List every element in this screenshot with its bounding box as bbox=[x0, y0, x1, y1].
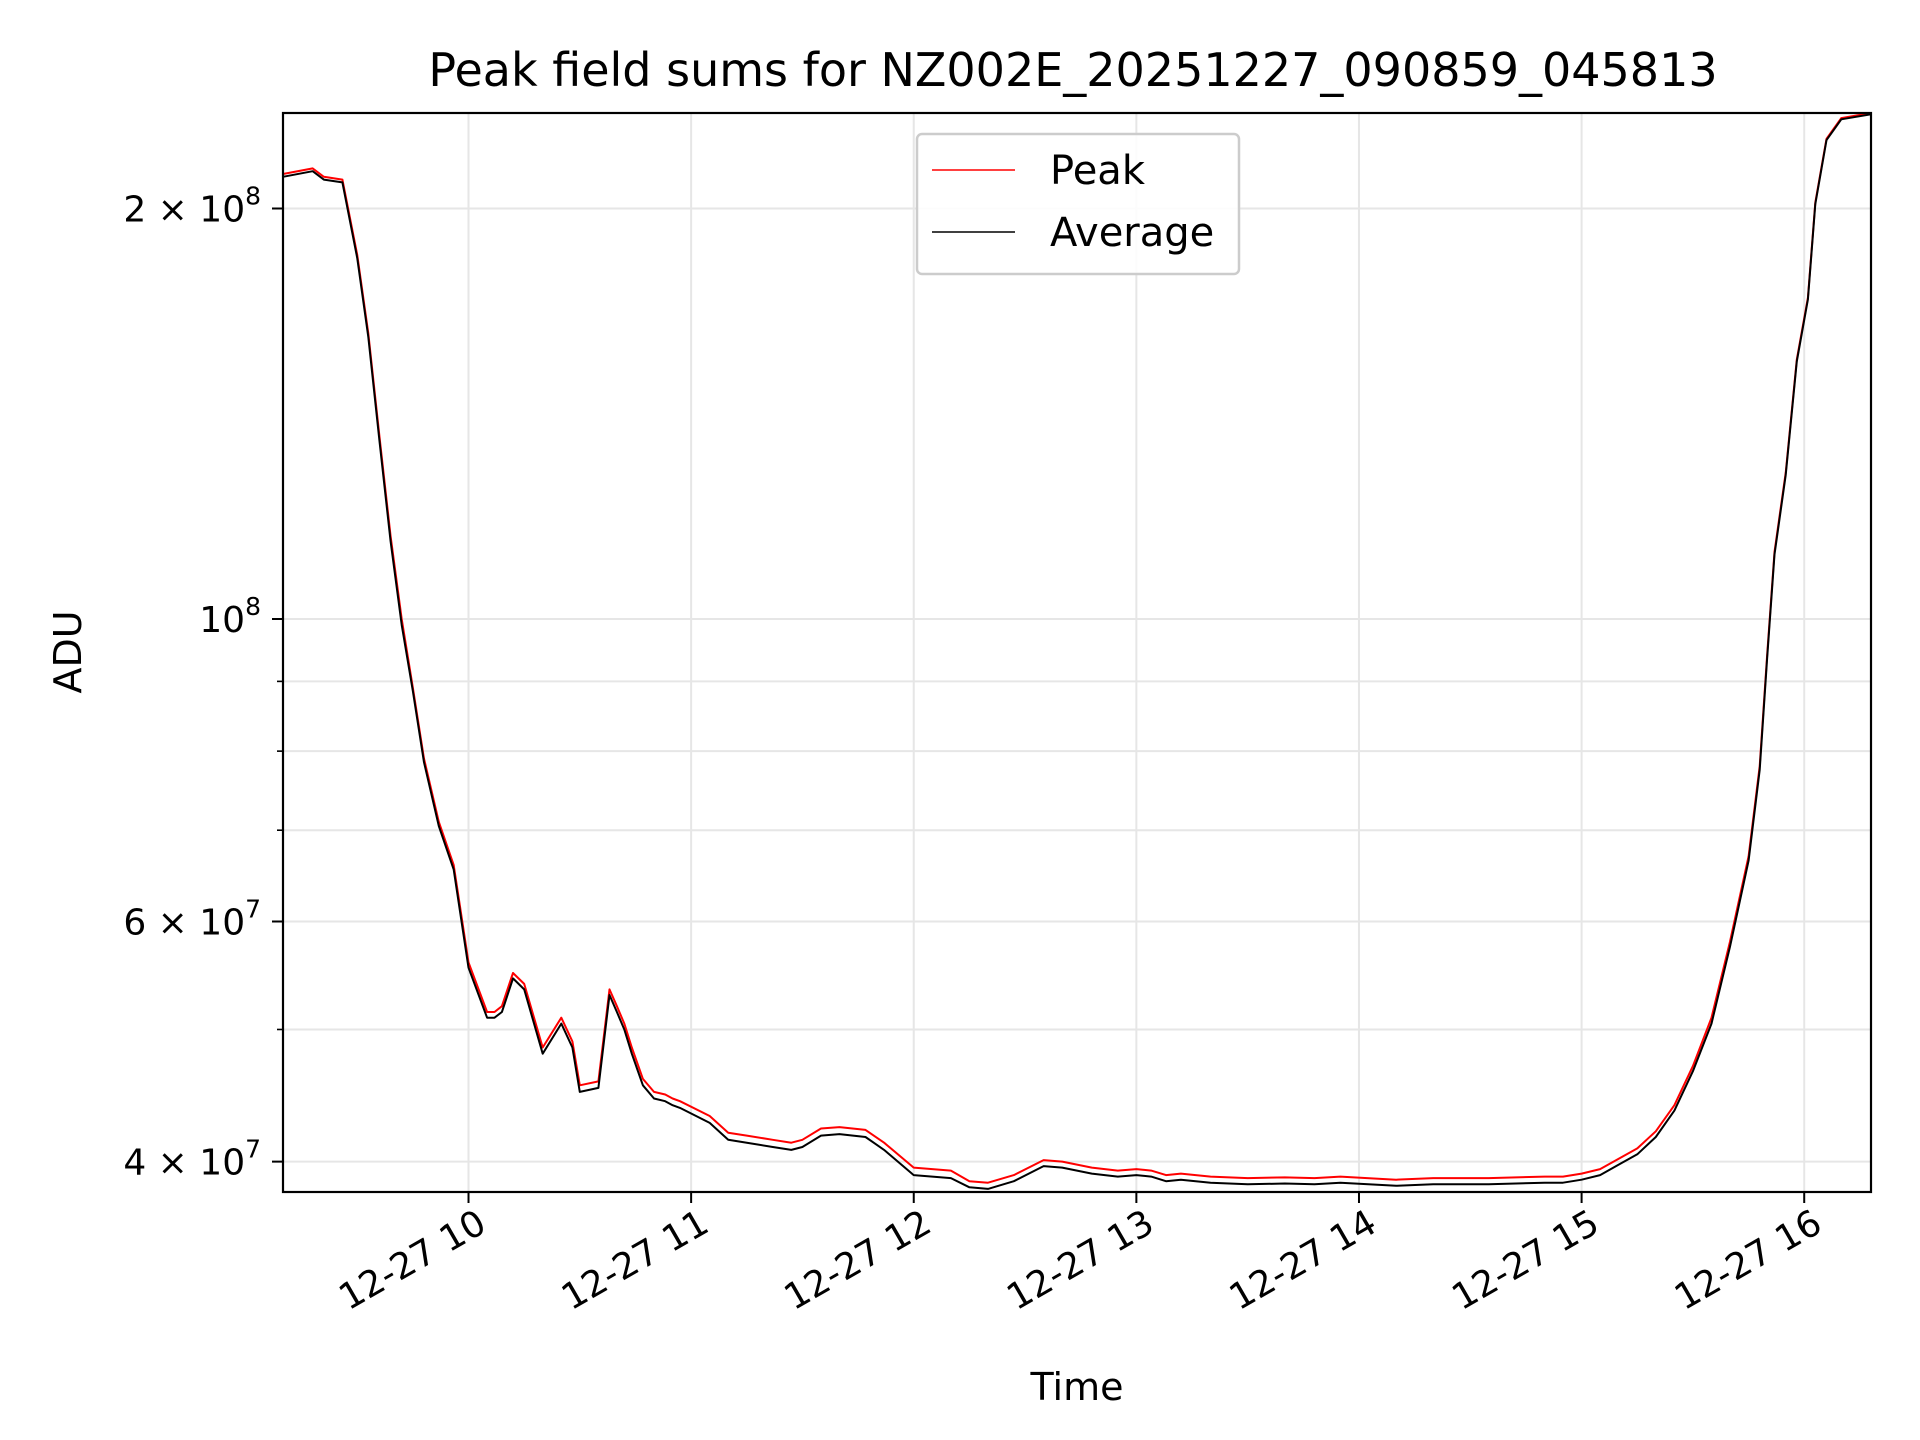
plot-frame bbox=[281, 111, 1873, 1194]
grid bbox=[283, 113, 1871, 1192]
y-tick-label: 6 × 107 bbox=[123, 895, 261, 944]
series-line-average bbox=[282, 113, 1872, 1190]
y-tick-label: 4 × 107 bbox=[123, 1135, 261, 1184]
series-layer bbox=[282, 112, 1872, 1190]
x-axis-label: Time bbox=[1030, 1365, 1124, 1409]
legend-label-average: Average bbox=[1050, 210, 1214, 256]
series-line-peak bbox=[282, 112, 1872, 1184]
legend: Peak Average bbox=[915, 132, 1241, 276]
y-axis-label: ADU bbox=[46, 610, 90, 693]
y-axis: 4 × 107 6 × 107 108 2 × 108 bbox=[123, 182, 283, 1184]
chart-title: Peak field sums for NZ002E_20251227_0908… bbox=[428, 43, 1717, 97]
y-tick-label: 108 bbox=[199, 592, 261, 641]
legend-label-peak: Peak bbox=[1050, 148, 1146, 194]
y-tick-label: 2 × 108 bbox=[123, 182, 261, 231]
legend-box bbox=[915, 132, 1241, 276]
